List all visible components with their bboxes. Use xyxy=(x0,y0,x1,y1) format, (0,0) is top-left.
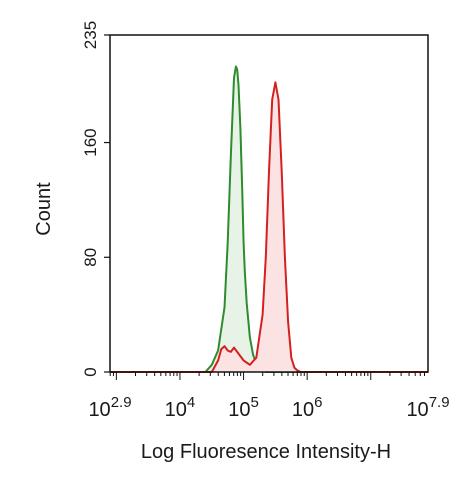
y-tick-label: 80 xyxy=(81,248,100,267)
series-1-area xyxy=(110,82,428,373)
plot-border xyxy=(109,34,429,373)
y-axis-label: Count xyxy=(33,182,55,236)
y-tick-label: 160 xyxy=(81,128,100,156)
y-tick-label: 0 xyxy=(81,367,100,376)
x-axis: 102.9 104 105 106 107.9 xyxy=(88,372,450,421)
y-tick-label: 235 xyxy=(81,21,100,49)
x-tick-label: 104 xyxy=(165,394,196,421)
x-tick-label: 105 xyxy=(228,394,259,421)
plot-frame xyxy=(109,34,429,373)
series-1-line xyxy=(110,81,428,373)
series-layer xyxy=(110,65,428,373)
x-tick-label: 107.9 xyxy=(406,394,449,421)
x-axis-label: Log Fluoresence Intensity-H xyxy=(141,441,391,463)
x-tick-label: 102.9 xyxy=(88,394,131,421)
x-tick-label: 106 xyxy=(292,394,323,421)
y-axis: 0 80 160 235 xyxy=(81,21,110,377)
